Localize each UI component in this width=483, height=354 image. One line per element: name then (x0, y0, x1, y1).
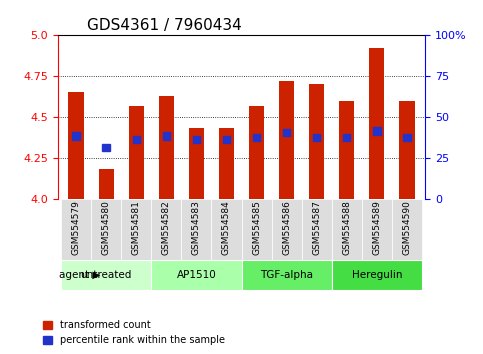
Bar (72, 132, 80, 139)
FancyBboxPatch shape (332, 199, 362, 260)
Text: GSM554584: GSM554584 (222, 200, 231, 255)
FancyBboxPatch shape (332, 260, 422, 290)
Text: GSM554581: GSM554581 (132, 200, 141, 255)
Text: agent ▶: agent ▶ (58, 270, 100, 280)
Bar (163, 132, 170, 139)
FancyBboxPatch shape (61, 199, 91, 260)
Legend: transformed count, percentile rank within the sample: transformed count, percentile rank withi… (39, 316, 229, 349)
FancyBboxPatch shape (302, 199, 332, 260)
Bar (132, 136, 140, 143)
Text: GSM554583: GSM554583 (192, 200, 201, 255)
FancyBboxPatch shape (362, 199, 392, 260)
Bar (223, 136, 230, 143)
Bar (339, 101, 355, 199)
Bar (193, 136, 200, 143)
FancyBboxPatch shape (212, 199, 242, 260)
Bar (343, 134, 351, 141)
FancyBboxPatch shape (91, 199, 121, 260)
Bar (279, 81, 294, 199)
Text: TGF-alpha: TGF-alpha (260, 270, 313, 280)
Bar (369, 48, 384, 199)
Text: GDS4361 / 7960434: GDS4361 / 7960434 (87, 18, 242, 33)
Bar (373, 127, 381, 135)
Text: GSM554587: GSM554587 (312, 200, 321, 255)
Text: AP1510: AP1510 (176, 270, 216, 280)
Text: untreated: untreated (80, 270, 132, 280)
Text: GSM554588: GSM554588 (342, 200, 351, 255)
Text: GSM554586: GSM554586 (282, 200, 291, 255)
FancyBboxPatch shape (242, 199, 271, 260)
Bar (219, 129, 234, 199)
FancyBboxPatch shape (121, 199, 151, 260)
Text: GSM554580: GSM554580 (101, 200, 111, 255)
Text: Heregulin: Heregulin (352, 270, 402, 280)
Bar (69, 92, 84, 199)
Text: GSM554585: GSM554585 (252, 200, 261, 255)
FancyBboxPatch shape (392, 199, 422, 260)
Text: GSM554579: GSM554579 (71, 200, 81, 255)
Bar (249, 105, 264, 199)
Bar (128, 105, 144, 199)
Bar (102, 144, 110, 151)
FancyBboxPatch shape (151, 260, 242, 290)
Text: GSM554582: GSM554582 (162, 200, 171, 255)
FancyBboxPatch shape (61, 260, 151, 290)
Bar (253, 134, 260, 141)
FancyBboxPatch shape (151, 199, 181, 260)
FancyBboxPatch shape (271, 199, 302, 260)
Bar (99, 169, 114, 199)
Bar (283, 129, 290, 136)
Text: GSM554589: GSM554589 (372, 200, 382, 255)
Bar (159, 96, 174, 199)
FancyBboxPatch shape (242, 260, 332, 290)
Text: GSM554590: GSM554590 (402, 200, 412, 255)
FancyBboxPatch shape (181, 199, 212, 260)
Bar (399, 101, 414, 199)
Bar (309, 84, 324, 199)
Bar (313, 134, 320, 141)
Bar (403, 134, 411, 141)
Bar (189, 129, 204, 199)
